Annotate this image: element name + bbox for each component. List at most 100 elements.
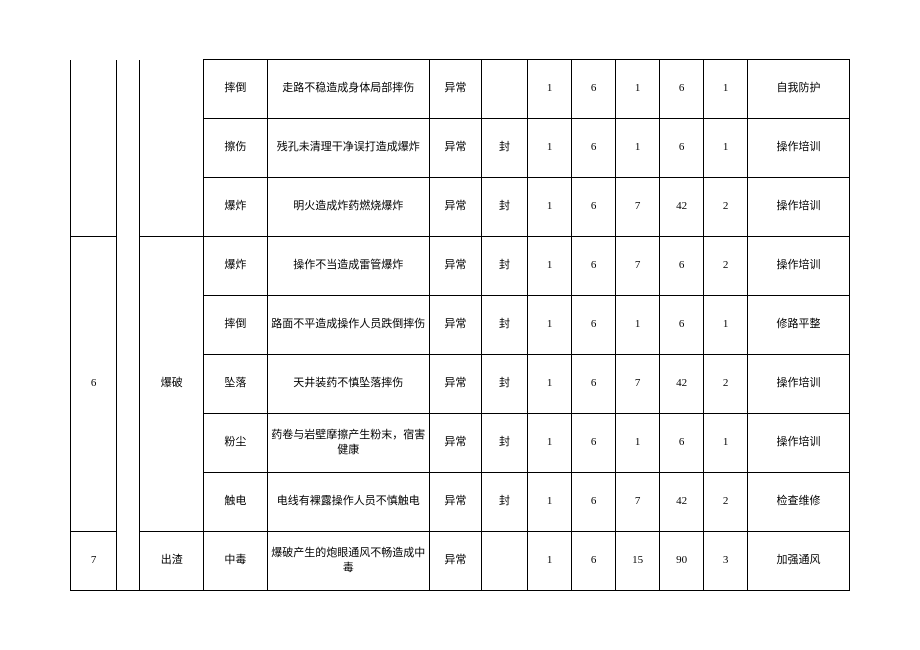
index-cell: 7 xyxy=(71,532,117,591)
num2-cell: 6 xyxy=(572,473,616,532)
num2-cell: 6 xyxy=(572,60,616,119)
num2-cell: 6 xyxy=(572,355,616,414)
description-cell: 天井装药不慎坠落摔伤 xyxy=(267,355,429,414)
num1-cell: 1 xyxy=(528,119,572,178)
num4-cell: 90 xyxy=(660,532,704,591)
num4-cell: 42 xyxy=(660,473,704,532)
hazard-cell: 坠落 xyxy=(204,355,268,414)
table-row: 摔倒走路不稳造成身体局部摔伤异常16161自我防护 xyxy=(71,60,850,119)
num1-cell: 1 xyxy=(528,296,572,355)
hazard-cell: 擦伤 xyxy=(204,119,268,178)
status2-cell: 封 xyxy=(481,414,527,473)
status2-cell xyxy=(481,532,527,591)
description-cell: 药卷与岩壁摩擦产生粉末，宿害健康 xyxy=(267,414,429,473)
status1-cell: 异常 xyxy=(429,532,481,591)
hazard-cell: 摔倒 xyxy=(204,296,268,355)
hazard-cell: 爆炸 xyxy=(204,237,268,296)
num5-cell: 1 xyxy=(704,414,748,473)
spacer-cell xyxy=(117,60,140,591)
description-cell: 电线有裸露操作人员不慎触电 xyxy=(267,473,429,532)
hazard-cell: 触电 xyxy=(204,473,268,532)
num5-cell: 2 xyxy=(704,473,748,532)
index-cell: 6 xyxy=(71,237,117,532)
description-cell: 爆破产生的炮眼通风不畅造成中毒 xyxy=(267,532,429,591)
num3-cell: 7 xyxy=(616,178,660,237)
num2-cell: 6 xyxy=(572,178,616,237)
num1-cell: 1 xyxy=(528,178,572,237)
num3-cell: 7 xyxy=(616,237,660,296)
num1-cell: 1 xyxy=(528,355,572,414)
status1-cell: 异常 xyxy=(429,296,481,355)
num3-cell: 1 xyxy=(616,60,660,119)
status1-cell: 异常 xyxy=(429,355,481,414)
status1-cell: 异常 xyxy=(429,60,481,119)
action-cell: 修路平整 xyxy=(748,296,850,355)
action-cell: 加强通风 xyxy=(748,532,850,591)
num4-cell: 6 xyxy=(660,296,704,355)
category-cell xyxy=(140,60,204,237)
description-cell: 路面不平造成操作人员跌倒摔伤 xyxy=(267,296,429,355)
num1-cell: 1 xyxy=(528,473,572,532)
num4-cell: 6 xyxy=(660,119,704,178)
status2-cell: 封 xyxy=(481,473,527,532)
status2-cell: 封 xyxy=(481,119,527,178)
action-cell: 操作培训 xyxy=(748,414,850,473)
action-cell: 检查维修 xyxy=(748,473,850,532)
description-cell: 残孔未清理干净误打造成爆炸 xyxy=(267,119,429,178)
num3-cell: 1 xyxy=(616,119,660,178)
status1-cell: 异常 xyxy=(429,414,481,473)
num5-cell: 1 xyxy=(704,60,748,119)
hazard-cell: 粉尘 xyxy=(204,414,268,473)
num3-cell: 7 xyxy=(616,473,660,532)
hazard-cell: 爆炸 xyxy=(204,178,268,237)
num5-cell: 2 xyxy=(704,355,748,414)
status2-cell: 封 xyxy=(481,296,527,355)
num2-cell: 6 xyxy=(572,119,616,178)
num2-cell: 6 xyxy=(572,532,616,591)
num4-cell: 42 xyxy=(660,355,704,414)
num5-cell: 2 xyxy=(704,178,748,237)
index-cell xyxy=(71,60,117,237)
num5-cell: 1 xyxy=(704,296,748,355)
status1-cell: 异常 xyxy=(429,119,481,178)
num2-cell: 6 xyxy=(572,296,616,355)
num4-cell: 42 xyxy=(660,178,704,237)
num3-cell: 1 xyxy=(616,414,660,473)
category-cell: 出渣 xyxy=(140,532,204,591)
num5-cell: 3 xyxy=(704,532,748,591)
num4-cell: 6 xyxy=(660,414,704,473)
table-row: 6爆破爆炸操作不当造成雷管爆炸异常封16762操作培训 xyxy=(71,237,850,296)
status1-cell: 异常 xyxy=(429,237,481,296)
num3-cell: 7 xyxy=(616,355,660,414)
num2-cell: 6 xyxy=(572,414,616,473)
action-cell: 操作培训 xyxy=(748,355,850,414)
num3-cell: 15 xyxy=(616,532,660,591)
num5-cell: 1 xyxy=(704,119,748,178)
num1-cell: 1 xyxy=(528,532,572,591)
num5-cell: 2 xyxy=(704,237,748,296)
num2-cell: 6 xyxy=(572,237,616,296)
status1-cell: 异常 xyxy=(429,178,481,237)
status2-cell: 封 xyxy=(481,237,527,296)
description-cell: 操作不当造成雷管爆炸 xyxy=(267,237,429,296)
num3-cell: 1 xyxy=(616,296,660,355)
action-cell: 操作培训 xyxy=(748,178,850,237)
table-row: 7 出渣中毒爆破产生的炮眼通风不畅造成中毒异常 1615903加强通风 xyxy=(71,532,850,591)
num4-cell: 6 xyxy=(660,60,704,119)
num1-cell: 1 xyxy=(528,237,572,296)
hazard-cell: 摔倒 xyxy=(204,60,268,119)
description-cell: 明火造成炸药燃烧爆炸 xyxy=(267,178,429,237)
status2-cell: 封 xyxy=(481,355,527,414)
description-cell: 走路不稳造成身体局部摔伤 xyxy=(267,60,429,119)
action-cell: 操作培训 xyxy=(748,237,850,296)
hazard-cell: 中毒 xyxy=(204,532,268,591)
status2-cell: 封 xyxy=(481,178,527,237)
category-cell: 爆破 xyxy=(140,237,204,532)
action-cell: 操作培训 xyxy=(748,119,850,178)
num1-cell: 1 xyxy=(528,60,572,119)
status2-cell xyxy=(481,60,527,119)
num4-cell: 6 xyxy=(660,237,704,296)
hazard-table: 摔倒走路不稳造成身体局部摔伤异常16161自我防护擦伤残孔未清理干净误打造成爆炸… xyxy=(70,59,850,591)
status1-cell: 异常 xyxy=(429,473,481,532)
action-cell: 自我防护 xyxy=(748,60,850,119)
